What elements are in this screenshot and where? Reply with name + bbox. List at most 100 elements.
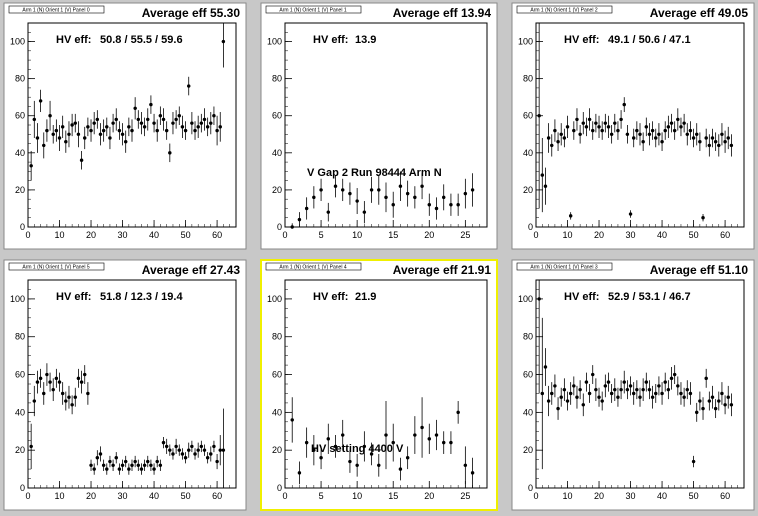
pad-5: Arm 1 (N) Orient 1 (V) Panel 3 Average ef… (511, 259, 755, 511)
data-point (70, 395, 74, 415)
data-point (701, 214, 705, 222)
marker (729, 403, 734, 407)
data-point (60, 115, 65, 138)
x-tick-label: 20 (424, 230, 434, 240)
marker (171, 121, 175, 125)
y-tick-label: 40 (272, 148, 282, 158)
marker (591, 372, 595, 377)
data-point (209, 112, 213, 135)
data-point (449, 193, 453, 216)
data-point (57, 125, 62, 151)
x-tick-label: 0 (282, 230, 287, 240)
marker (42, 391, 46, 396)
data-point (568, 382, 573, 405)
data-point (420, 397, 424, 458)
marker (704, 376, 708, 381)
marker (540, 391, 545, 396)
marker (427, 203, 431, 207)
data-point (619, 110, 623, 129)
data-point (657, 123, 661, 146)
data-point (32, 100, 37, 138)
data-point (568, 212, 573, 220)
marker (682, 121, 686, 125)
x-tick-label: 10 (563, 491, 573, 501)
data-point (550, 382, 554, 405)
marker (672, 128, 677, 133)
pad-frame (260, 2, 498, 250)
marker (442, 195, 446, 200)
data-point (108, 126, 112, 150)
data-point (290, 223, 294, 229)
data-point (215, 115, 219, 146)
marker (290, 225, 294, 229)
y-tick-label: 40 (15, 148, 25, 158)
marker (427, 437, 431, 441)
data-point (168, 444, 172, 456)
marker (333, 444, 338, 449)
marker (297, 217, 302, 222)
data-point (537, 23, 541, 209)
data-point (442, 431, 446, 454)
marker (600, 128, 604, 133)
data-point (312, 435, 316, 466)
marker (348, 459, 352, 464)
data-point (369, 176, 374, 203)
marker (76, 132, 81, 136)
marker (616, 395, 620, 399)
x-tick-label: 20 (86, 491, 96, 501)
marker (550, 143, 554, 148)
marker (70, 403, 74, 407)
marker (196, 125, 200, 129)
marker (67, 132, 71, 136)
marker (70, 123, 74, 127)
data-point (695, 402, 699, 422)
marker (568, 214, 573, 218)
marker (660, 391, 664, 396)
marker (205, 125, 210, 129)
marker (384, 433, 388, 437)
data-point (654, 384, 658, 403)
data-point (193, 121, 197, 140)
data-point (723, 130, 727, 153)
marker (127, 467, 131, 471)
marker (726, 395, 730, 399)
marker (355, 463, 359, 468)
marker (79, 158, 84, 162)
marker (341, 433, 345, 437)
data-point (149, 459, 153, 471)
marker (669, 376, 674, 381)
data-point (348, 450, 352, 473)
marker (710, 395, 715, 399)
marker (312, 448, 316, 452)
data-point (164, 438, 169, 454)
data-point (42, 132, 46, 159)
marker (168, 151, 172, 155)
marker (384, 195, 388, 200)
marker (638, 132, 642, 136)
average-eff-label: Average eff 49.05 (650, 6, 749, 20)
average-eff-label: Average eff 55.30 (142, 6, 241, 20)
x-tick-label: 5 (319, 491, 324, 501)
data-point (679, 117, 683, 137)
marker (581, 121, 585, 125)
data-point (127, 463, 131, 475)
data-point (463, 178, 468, 209)
marker (79, 380, 84, 384)
data-point (591, 365, 595, 384)
data-point (713, 399, 718, 419)
data-point (127, 117, 131, 137)
marker (729, 143, 734, 148)
marker (572, 384, 576, 388)
data-point (202, 108, 207, 131)
y-tick-label: 20 (523, 445, 533, 455)
data-point (717, 391, 721, 411)
y-tick-label: 80 (272, 74, 282, 84)
marker (362, 444, 367, 449)
data-point (707, 391, 712, 411)
data-point (672, 365, 677, 384)
data-point (398, 457, 403, 481)
marker (654, 391, 658, 396)
marker (543, 184, 548, 188)
marker (193, 128, 197, 133)
data-point (304, 197, 309, 220)
